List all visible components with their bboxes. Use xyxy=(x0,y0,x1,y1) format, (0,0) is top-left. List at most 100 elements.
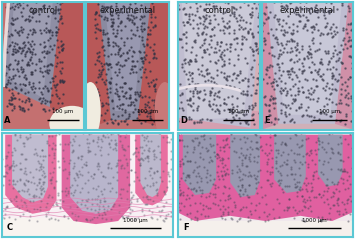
Ellipse shape xyxy=(49,106,95,142)
Point xyxy=(252,132,258,136)
Point xyxy=(148,108,153,112)
Point xyxy=(256,81,262,85)
Point xyxy=(304,28,309,32)
Point xyxy=(25,91,31,94)
Point xyxy=(152,87,158,91)
Point xyxy=(148,16,154,19)
Point xyxy=(312,162,318,165)
Point xyxy=(98,170,103,174)
Point xyxy=(278,111,284,115)
Point xyxy=(46,50,51,54)
Point xyxy=(221,71,227,75)
Point xyxy=(229,171,235,175)
Point xyxy=(20,47,25,50)
Point xyxy=(92,208,98,212)
Point xyxy=(142,67,148,71)
Point xyxy=(350,111,355,115)
Point xyxy=(84,206,90,210)
Point xyxy=(136,178,142,182)
Point xyxy=(9,153,15,157)
Point xyxy=(177,208,183,212)
Point xyxy=(258,109,264,113)
Point xyxy=(217,145,223,148)
Point xyxy=(184,212,190,216)
Point xyxy=(14,67,20,71)
Point xyxy=(75,172,80,176)
Point xyxy=(45,89,51,93)
Point xyxy=(115,31,120,35)
Point xyxy=(349,22,354,26)
Point xyxy=(208,45,214,49)
Point xyxy=(236,110,242,114)
Point xyxy=(320,77,325,81)
Point xyxy=(60,168,66,172)
Point xyxy=(330,65,336,69)
Point xyxy=(234,19,240,23)
Point xyxy=(276,68,282,72)
Point xyxy=(262,0,268,2)
Point xyxy=(227,13,233,17)
Point xyxy=(316,192,322,196)
Point xyxy=(134,199,140,203)
Point xyxy=(311,41,316,44)
Point xyxy=(256,180,261,184)
Point xyxy=(322,14,327,17)
Point xyxy=(263,142,269,146)
Point xyxy=(45,28,51,32)
Point xyxy=(307,204,312,208)
Point xyxy=(204,149,210,153)
Point xyxy=(257,168,263,172)
Point xyxy=(55,27,61,31)
Point xyxy=(226,193,232,196)
Point xyxy=(126,48,132,52)
Point xyxy=(327,206,333,210)
Point xyxy=(122,119,127,123)
Point xyxy=(24,137,30,141)
Point xyxy=(222,217,227,221)
Point xyxy=(13,50,19,54)
Point xyxy=(245,193,250,197)
Point xyxy=(282,120,287,124)
Point xyxy=(197,16,203,20)
Point xyxy=(316,142,322,146)
Point xyxy=(217,28,223,32)
Point xyxy=(231,28,236,32)
Point xyxy=(247,209,253,213)
Point xyxy=(295,92,301,96)
Point xyxy=(284,158,290,162)
Point xyxy=(225,172,230,175)
Point xyxy=(46,14,51,18)
Point xyxy=(104,108,110,112)
Point xyxy=(221,149,226,152)
Point xyxy=(110,21,116,25)
Point xyxy=(342,88,348,92)
Point xyxy=(344,32,350,35)
Point xyxy=(7,102,12,106)
Point xyxy=(94,87,100,91)
Point xyxy=(23,157,29,161)
Point xyxy=(242,141,248,144)
Point xyxy=(329,74,335,78)
Point xyxy=(84,141,90,145)
Point xyxy=(255,154,261,158)
Point xyxy=(225,212,231,216)
Point xyxy=(310,173,316,177)
Point xyxy=(212,109,218,113)
Point xyxy=(323,24,329,28)
Point xyxy=(320,78,326,82)
Point xyxy=(12,5,18,8)
Point xyxy=(96,54,102,58)
Point xyxy=(45,63,51,67)
Point xyxy=(2,73,8,76)
Point xyxy=(293,74,298,77)
Point xyxy=(213,103,219,107)
Point xyxy=(37,28,43,32)
Point xyxy=(330,74,335,78)
Point xyxy=(209,107,214,111)
Point xyxy=(5,17,10,21)
Point xyxy=(176,37,182,41)
Point xyxy=(278,80,284,83)
Point xyxy=(63,193,69,197)
Point xyxy=(50,141,56,145)
Point xyxy=(331,191,337,195)
